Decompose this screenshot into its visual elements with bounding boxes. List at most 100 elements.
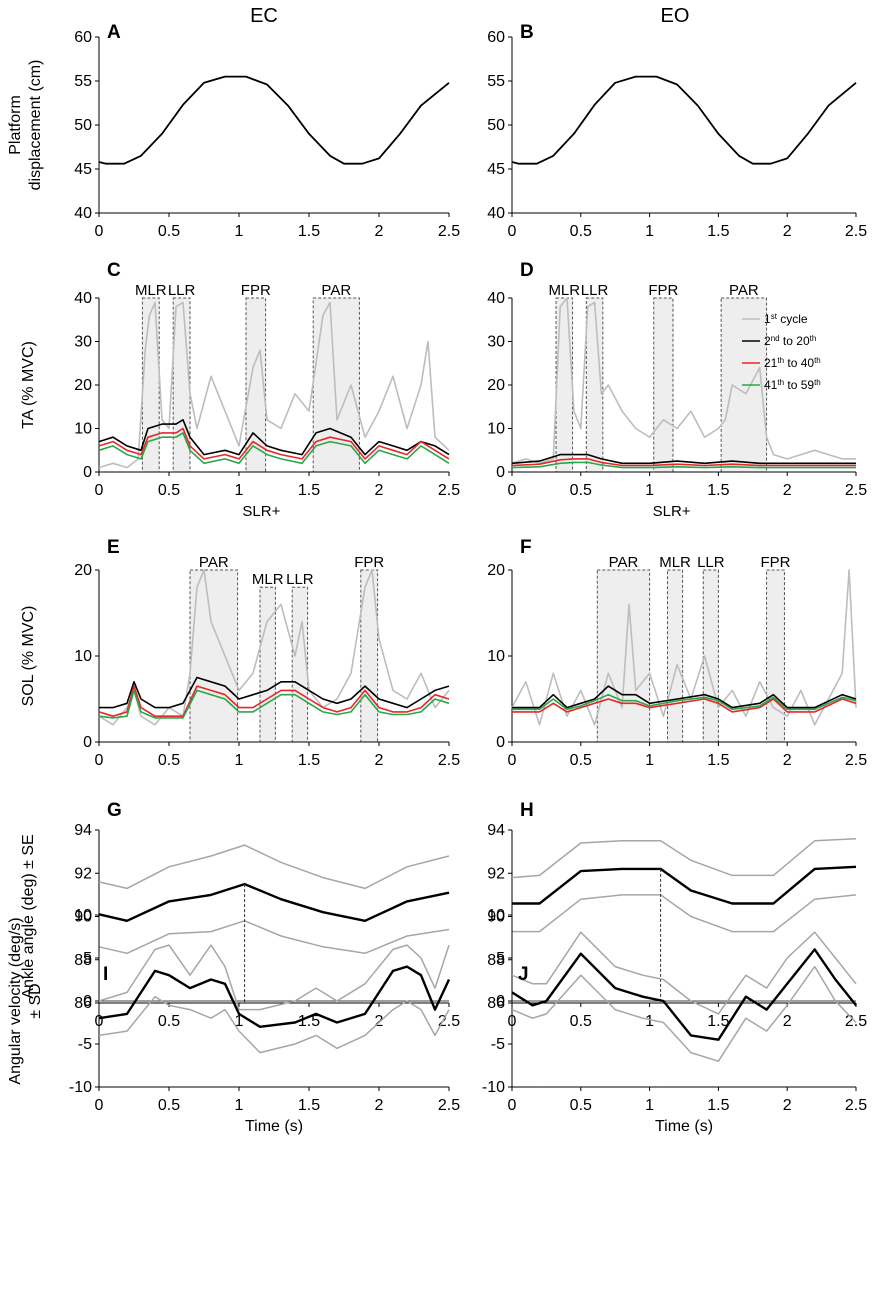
region-llr (291, 586, 309, 743)
panel-letter: I (103, 964, 108, 985)
x-tick-label: 1.5 (298, 752, 320, 769)
y-tick-label: 45 (74, 161, 92, 178)
series-mean (98, 965, 451, 1029)
x-tick-label: 0 (95, 1097, 104, 1114)
x-axis-label: Time (s) (655, 1118, 713, 1135)
x-tick-label: 2.5 (438, 1013, 460, 1030)
x-tick-label: 0.5 (570, 1013, 592, 1030)
y-tick-label: 20 (487, 377, 505, 394)
x-tick-label: 0.5 (158, 482, 180, 499)
panel-letter: G (107, 800, 122, 821)
series-41th-to-59th (98, 689, 450, 719)
region-label: PAR (321, 282, 351, 299)
region-label: MLR (548, 282, 580, 299)
x-tick-label: 0.5 (158, 223, 180, 240)
y-axis-label: Ankle angle (deg) ± SE (20, 834, 37, 998)
y-tick-label: 20 (487, 562, 505, 579)
x-tick-label: 0.5 (158, 1097, 180, 1114)
series-lower (98, 920, 450, 955)
x-tick-label: 0.5 (570, 1097, 592, 1114)
panel-letter: B (520, 22, 534, 43)
series-2nd-to-20th (511, 453, 856, 465)
y-tick-label: 10 (487, 648, 505, 665)
x-tick-label: 2 (375, 752, 384, 769)
x-tick-label: 0 (508, 223, 517, 240)
series-lower (511, 965, 857, 1062)
x-tick-label: 2 (783, 752, 792, 769)
region-label: LLR (581, 282, 609, 299)
region-mlr (666, 569, 684, 743)
y-tick-label: 94 (74, 822, 92, 839)
x-tick-label: 2 (783, 482, 792, 499)
x-tick-label: 1.5 (707, 752, 729, 769)
y-tick-label: 94 (487, 822, 505, 839)
x-tick-label: 2.5 (438, 482, 460, 499)
x-tick-label: 1 (645, 1097, 654, 1114)
panel-letter: E (107, 537, 120, 558)
panel-letter: J (518, 964, 529, 985)
series-21th-to-40th (98, 685, 450, 718)
y-tick-label: 90 (487, 909, 505, 926)
x-tick-label: 2.5 (845, 1097, 867, 1114)
series-2nd-to-20th (98, 418, 450, 456)
y-tick-label: 45 (487, 161, 505, 178)
series-21th-to-40th (512, 698, 857, 713)
series-41th-to-59th (512, 693, 857, 711)
y-axis-label: Angular velocity (deg/s) (7, 917, 24, 1084)
y-tick-label: 86 (74, 995, 92, 1012)
region-mlr (555, 297, 574, 473)
y-tick-label: 5 (83, 950, 92, 967)
series-upper (98, 944, 450, 1011)
region-label: MLR (135, 282, 167, 299)
series-platform (98, 75, 450, 165)
y-tick-label: 10 (487, 421, 505, 438)
y-tick-label: 50 (74, 117, 92, 134)
y-tick-label: 5 (496, 950, 505, 967)
region-label: MLR (252, 571, 284, 588)
y-tick-label: 30 (487, 334, 505, 351)
region-llr (702, 569, 719, 743)
y-tick-label: 20 (74, 562, 92, 579)
panel-j: -10 -5 0 5 10 0 0.5 1 1.5 2 2.5 J Time (s) (482, 907, 867, 1135)
y-tick-label: 90 (74, 909, 92, 926)
region-label: PAR (199, 554, 229, 571)
below-label: SLR+ (653, 503, 691, 520)
y-axis-label: Platform (7, 95, 24, 155)
x-tick-label: 0.5 (570, 223, 592, 240)
region-label: FPR (761, 554, 791, 571)
series-21th-to-40th (98, 427, 450, 460)
series-mean (511, 948, 857, 1041)
series-upper (98, 844, 450, 890)
x-tick-label: 1.5 (707, 1013, 729, 1030)
region-label: FPR (354, 554, 384, 571)
y-axis-label: TA (% MVC) (20, 341, 37, 429)
series-mean (98, 882, 450, 922)
x-tick-label: 1.5 (298, 223, 320, 240)
x-tick-label: 1 (645, 482, 654, 499)
series-upper (511, 837, 857, 879)
region-fpr (245, 297, 267, 473)
x-tick-label: 1.5 (298, 482, 320, 499)
x-tick-label: 1 (235, 223, 244, 240)
region-label: LLR (168, 282, 196, 299)
y-tick-label: 88 (74, 952, 92, 969)
series-2nd-to-20th (99, 676, 450, 709)
x-tick-label: 1.5 (298, 1097, 320, 1114)
x-tick-label: 0 (95, 752, 104, 769)
series-1st-cycle (98, 569, 450, 726)
region-par (189, 569, 239, 743)
y-tick-label: 0 (83, 993, 92, 1010)
panel-c: MLR LLR FPR PAR 0 10 20 30 40 0 0.5 1 1.5 2 2.5 C TA (% … (20, 260, 460, 520)
x-tick-label: 1 (235, 482, 244, 499)
panel-letter: H (520, 800, 534, 821)
region-llr (585, 297, 604, 473)
panel-a: 40 45 50 55 60 0 0.5 1 1.5 2 2.5 A Platform displacem… (7, 22, 460, 240)
x-tick-label: 2.5 (438, 223, 460, 240)
legend-entry: 21th to 40th (764, 356, 821, 371)
series-2nd-to-20th (512, 685, 857, 709)
x-tick-label: 0 (508, 1097, 517, 1114)
region-mlr (259, 586, 276, 743)
series-upper (511, 931, 857, 1015)
y-tick-label: 40 (74, 290, 92, 307)
